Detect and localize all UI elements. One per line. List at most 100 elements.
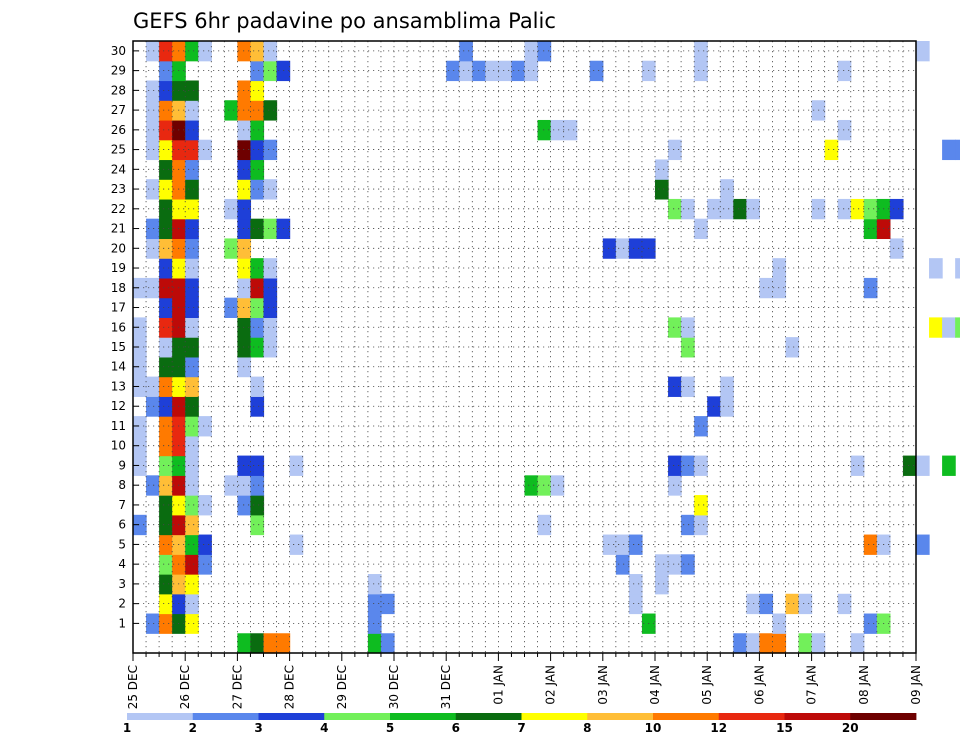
heatmap-cell bbox=[159, 613, 173, 634]
heatmap-cell bbox=[250, 218, 265, 240]
heatmap-cell bbox=[198, 534, 212, 555]
heatmap-cell bbox=[263, 277, 278, 299]
heatmap-cell bbox=[902, 455, 917, 476]
legend-swatch bbox=[784, 713, 851, 720]
heatmap-cell bbox=[916, 534, 930, 555]
heatmap-cell bbox=[720, 376, 734, 397]
y-tick-label: 2 bbox=[118, 597, 126, 611]
heatmap-cell bbox=[263, 100, 278, 121]
heatmap-cell bbox=[237, 179, 252, 200]
heatmap-cell bbox=[159, 119, 173, 141]
heatmap-cell bbox=[159, 41, 173, 62]
x-tick-label: 26 DEC bbox=[178, 665, 192, 709]
legend-swatch bbox=[850, 713, 917, 720]
heatmap-cell bbox=[159, 376, 173, 397]
heatmap-cell bbox=[694, 218, 708, 240]
heatmap-cell bbox=[159, 238, 173, 259]
heatmap-cell bbox=[785, 593, 800, 615]
heatmap-cell bbox=[694, 514, 708, 536]
y-tick-label: 6 bbox=[118, 518, 126, 532]
heatmap-cell bbox=[185, 80, 199, 101]
y-tick-label: 4 bbox=[118, 557, 126, 571]
legend-level-label: 4 bbox=[320, 721, 328, 735]
heatmap-cell bbox=[250, 514, 265, 536]
heatmap-cell bbox=[133, 416, 147, 437]
heatmap-cell bbox=[237, 198, 252, 220]
heatmap-cell bbox=[263, 41, 278, 62]
legend-level-label: 1 bbox=[123, 721, 131, 735]
x-tick-label: 01 JAN bbox=[491, 665, 505, 705]
y-tick-label: 19 bbox=[111, 261, 126, 275]
heatmap-cell bbox=[133, 376, 147, 397]
heatmap-cell bbox=[198, 416, 212, 437]
heatmap-cell bbox=[720, 198, 734, 220]
heatmap-cell bbox=[159, 356, 173, 378]
heatmap-cell bbox=[459, 60, 473, 82]
heatmap-cell bbox=[772, 633, 787, 654]
heatmap-cell bbox=[681, 376, 695, 397]
heatmap-cell bbox=[185, 139, 199, 161]
x-tick-label: 31 DEC bbox=[439, 665, 453, 709]
heatmap-cell bbox=[955, 317, 960, 338]
y-tick-label: 24 bbox=[111, 162, 126, 176]
x-tick-label: 09 JAN bbox=[909, 665, 923, 705]
heatmap-cell bbox=[159, 60, 173, 82]
heatmap-cell bbox=[146, 139, 160, 161]
heatmap-cell bbox=[250, 376, 265, 397]
heatmap-cell bbox=[159, 514, 173, 536]
legend-level-label: 20 bbox=[842, 721, 859, 735]
legend-level-label: 2 bbox=[189, 721, 197, 735]
y-tick-label: 9 bbox=[118, 458, 126, 472]
heatmap-cell bbox=[694, 416, 708, 437]
heatmap-cell bbox=[668, 139, 682, 161]
y-tick-label: 11 bbox=[111, 419, 126, 433]
legend-level-label: 3 bbox=[254, 721, 262, 735]
heatmap-cell bbox=[668, 475, 682, 496]
heatmap-cell bbox=[250, 495, 265, 516]
heatmap-cell bbox=[746, 633, 760, 654]
heatmap-cell bbox=[237, 455, 252, 476]
heatmap-cell bbox=[224, 198, 238, 220]
heatmap-cell bbox=[759, 277, 774, 299]
legend-swatch bbox=[587, 713, 654, 720]
heatmap-cell bbox=[824, 139, 839, 161]
heatmap-cell bbox=[237, 119, 252, 141]
heatmap-cell bbox=[628, 574, 643, 595]
heatmap-cell bbox=[250, 179, 265, 200]
heatmap-cell bbox=[159, 159, 173, 180]
legend-swatch bbox=[521, 713, 588, 720]
y-tick-label: 23 bbox=[111, 182, 126, 196]
heatmap-cell bbox=[289, 534, 304, 555]
heatmap-cell bbox=[785, 337, 800, 358]
heatmap-cell bbox=[185, 159, 199, 180]
heatmap-cell bbox=[250, 41, 265, 62]
heatmap-cell bbox=[263, 218, 278, 240]
heatmap-cell bbox=[146, 80, 160, 101]
heatmap-cell bbox=[929, 317, 943, 338]
heatmap-cell bbox=[237, 238, 252, 259]
heatmap-cell bbox=[942, 317, 956, 338]
heatmap-cell bbox=[133, 277, 147, 299]
y-axis-ticks: 1234567891011121314151617181920212223242… bbox=[111, 44, 139, 630]
x-tick-label: 29 DEC bbox=[335, 665, 349, 709]
heatmap-cell bbox=[185, 179, 199, 200]
heatmap-cell bbox=[185, 119, 199, 141]
heatmap-cell bbox=[628, 593, 643, 615]
heatmap-cell bbox=[185, 455, 199, 476]
y-tick-label: 12 bbox=[111, 399, 126, 413]
heatmap-cell bbox=[159, 455, 173, 476]
heatmap-cell bbox=[198, 41, 212, 62]
heatmap-cell bbox=[694, 41, 708, 62]
y-tick-label: 27 bbox=[111, 103, 126, 117]
heatmap-cell bbox=[237, 41, 252, 62]
heatmap-cell bbox=[811, 633, 826, 654]
legend-swatch bbox=[718, 713, 785, 720]
heatmap-cell bbox=[668, 198, 682, 220]
heatmap-cell bbox=[628, 238, 643, 259]
x-tick-label: 03 JAN bbox=[596, 665, 610, 705]
legend-level-label: 6 bbox=[452, 721, 460, 735]
heatmap-cell bbox=[837, 60, 852, 82]
heatmap-cell bbox=[537, 119, 552, 141]
heatmap-cell bbox=[263, 297, 278, 318]
heatmap-cell bbox=[250, 80, 265, 101]
